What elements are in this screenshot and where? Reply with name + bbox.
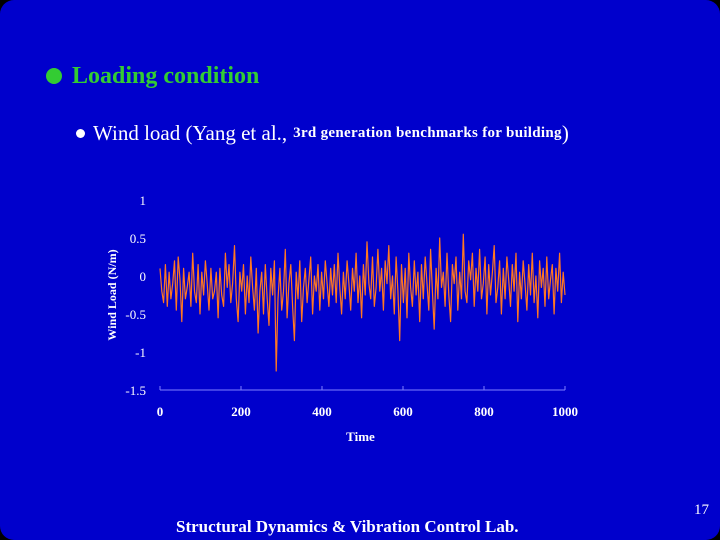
page-number: 17: [694, 502, 709, 518]
y-tick-label: -0.5: [125, 307, 146, 322]
x-tick-label: 800: [474, 404, 494, 419]
x-axis-title: Time: [346, 429, 375, 444]
bullet-loading-condition: Loading condition: [46, 60, 259, 92]
series-line-0: [159, 233, 566, 372]
benchmark-text: 3rd generation benchmarks for building: [293, 124, 562, 141]
closing-paren: ): [561, 120, 569, 145]
x-tick-label: 200: [231, 404, 251, 419]
heading-text: Loading condition: [72, 62, 260, 89]
sub-bullet-dot-icon: [76, 128, 85, 138]
x-tick-label: 0: [157, 404, 164, 419]
bullet-wind-load: Wind load (Yang et al., 3rd generation b…: [76, 118, 569, 148]
y-tick-label: -1.5: [125, 383, 146, 398]
x-tick-label: 600: [393, 404, 413, 419]
y-tick-label: -1: [135, 345, 146, 360]
y-tick-label: 0: [140, 269, 147, 284]
y-tick-label: 0.5: [130, 231, 146, 246]
wind-load-text: Wind load (Yang et al.,: [93, 120, 288, 145]
y-tick-label: 1: [140, 193, 147, 208]
x-tick-label: 1000: [552, 404, 578, 419]
y-axis-title: Wind Load (N/m): [105, 249, 119, 340]
x-tick-label: 400: [312, 404, 332, 419]
bullet-dot-icon: [46, 68, 62, 84]
footer-lab-name: Structural Dynamics & Vibration Control …: [176, 517, 519, 536]
